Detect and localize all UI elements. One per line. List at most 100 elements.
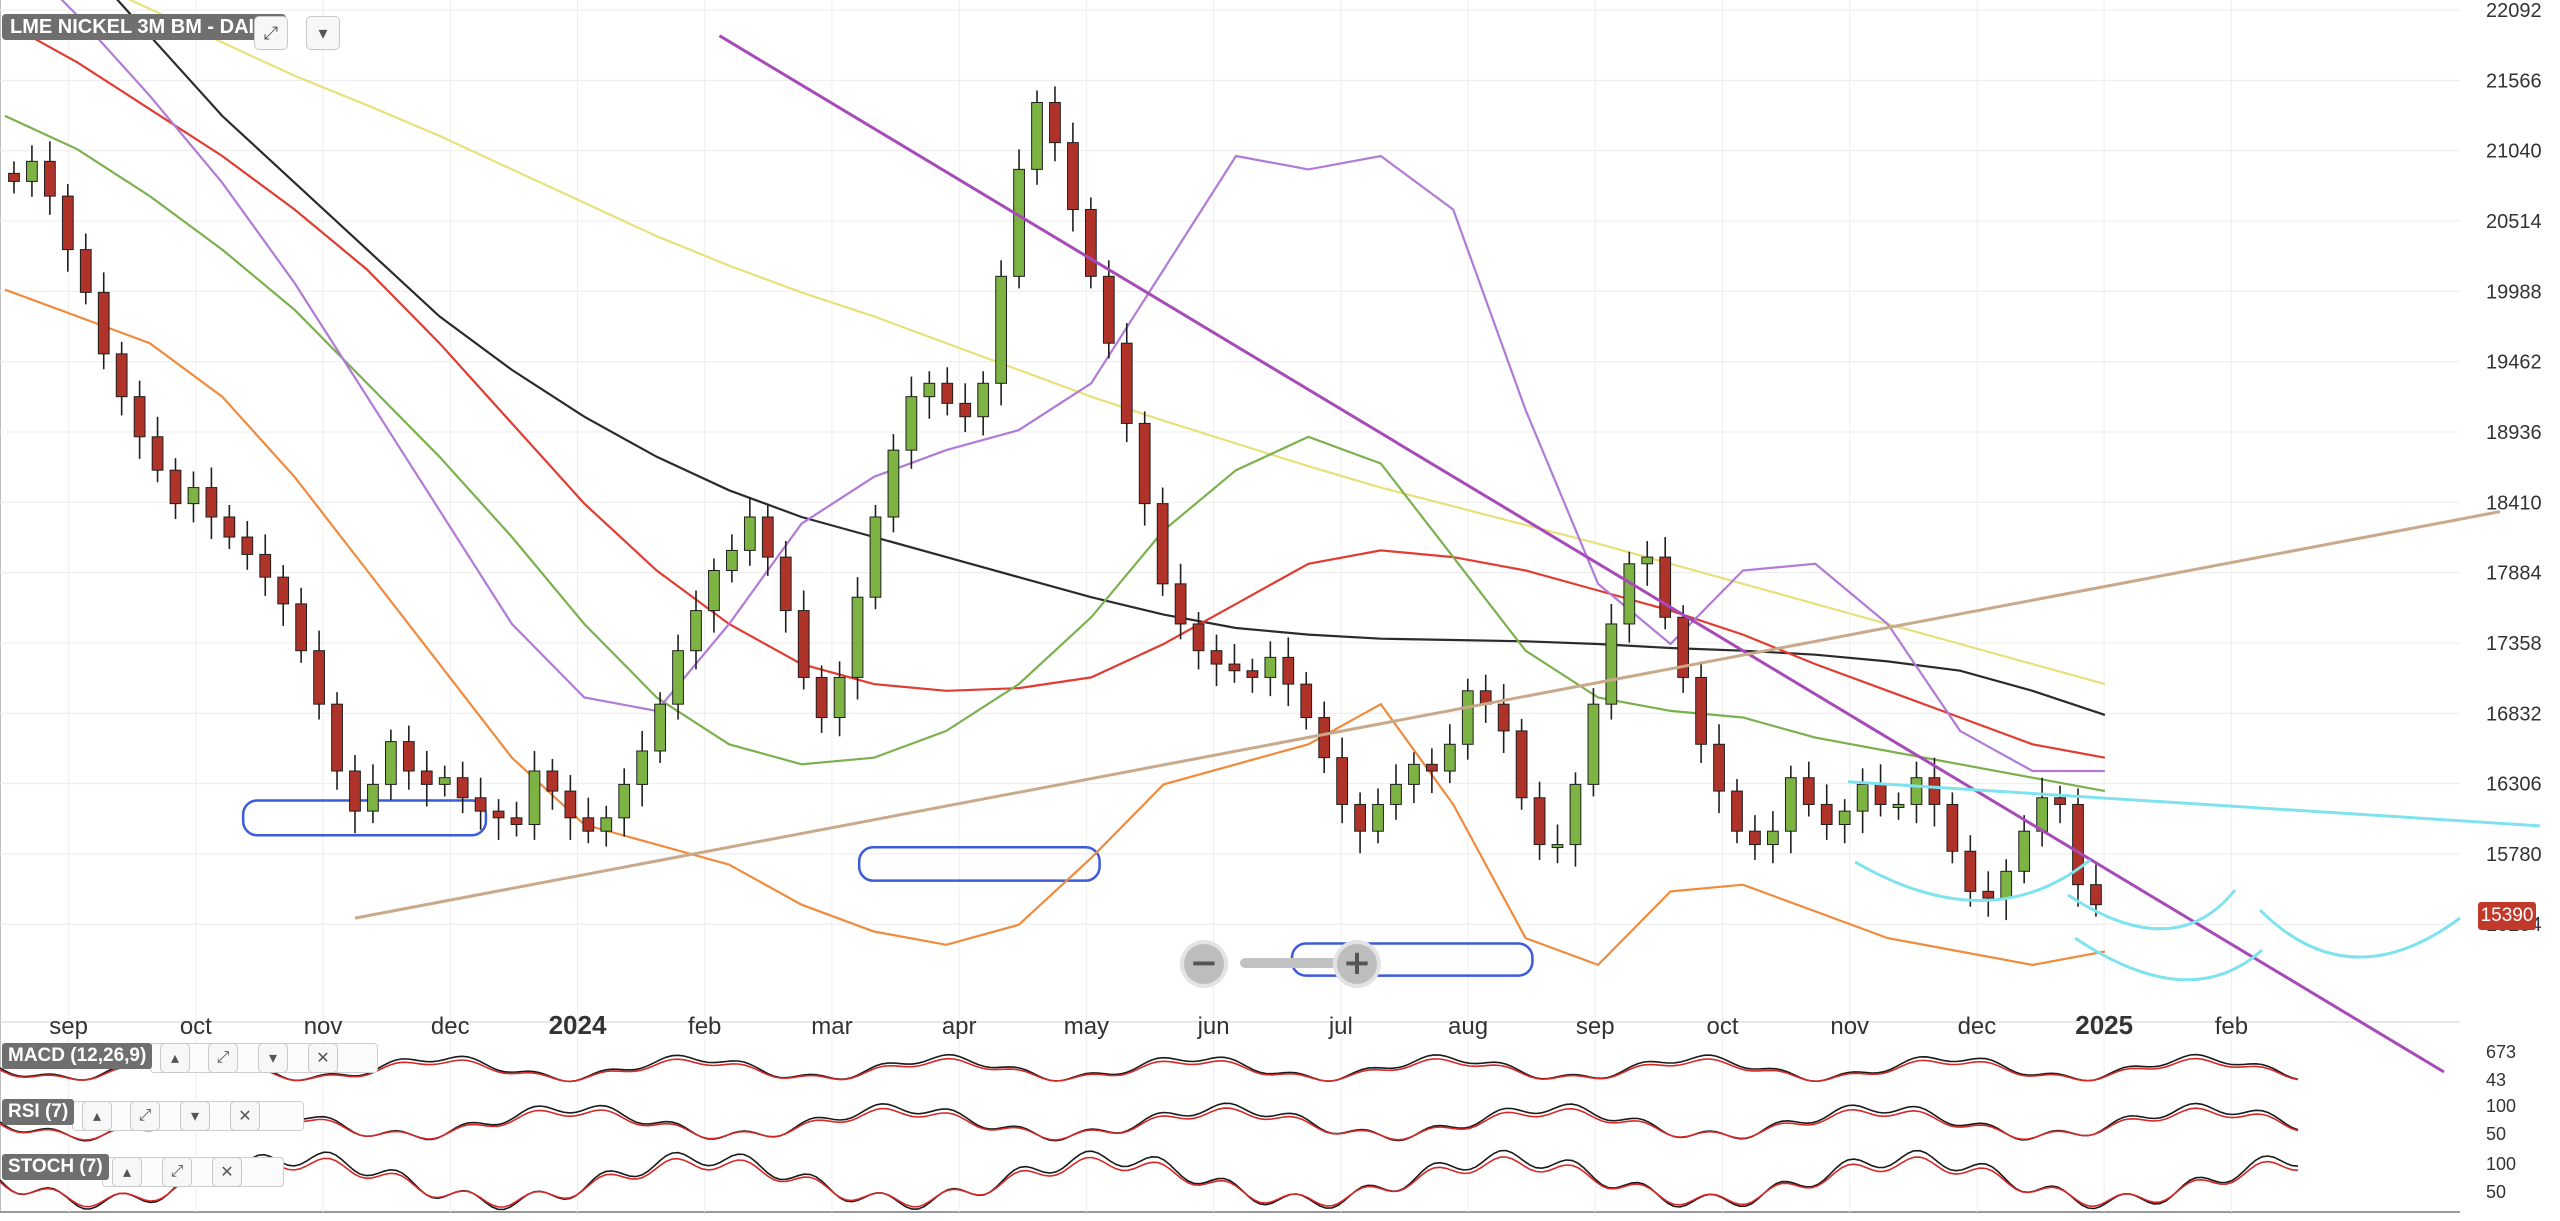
candle-body [797, 610, 810, 678]
candle-body [367, 783, 379, 812]
candle-body [1067, 142, 1079, 210]
candle-body [1246, 670, 1259, 678]
rounded-bottom-curve [2258, 908, 2461, 959]
x-tick-label: feb [688, 1013, 721, 1040]
candle-body [636, 750, 649, 785]
rounded-bottom-curve [2074, 936, 2264, 982]
candle-body [1623, 563, 1636, 625]
chart-title: LME NICKEL 3M BM - DAILY [2, 14, 286, 40]
candle-body [259, 553, 272, 578]
candle-body [510, 817, 523, 826]
stoch-label: STOCH (7) [2, 1154, 109, 1180]
support-zone [857, 845, 1101, 882]
candle-body [456, 777, 469, 799]
indicator-level: 50 [2486, 1124, 2506, 1144]
candle-body [1120, 342, 1133, 424]
candle-body [1031, 102, 1043, 170]
y-tick-label: 21040 [2486, 141, 2542, 163]
candle-body [1264, 656, 1277, 678]
expand-icon[interactable]: ⤢ [162, 1157, 192, 1187]
indicator-level: 100 [2486, 1096, 2516, 1116]
candle-body [1641, 556, 1654, 565]
candle-body [1731, 790, 1743, 832]
y-tick-label: 15780 [2486, 844, 2542, 866]
downtrend-line [718, 34, 2445, 1074]
x-tick-label: dec [431, 1013, 470, 1040]
last-price-tag: 15390 [2478, 902, 2536, 930]
y-tick-label: 17358 [2486, 633, 2542, 655]
candle-body [1156, 503, 1169, 585]
x-tick-label: 2025 [2075, 1010, 2133, 1040]
expand-icon[interactable]: ⤢ [208, 1043, 238, 1073]
candle-body [690, 610, 702, 652]
candle-body [1838, 810, 1851, 826]
candle-body [8, 172, 20, 182]
move-up-icon[interactable]: ▴ [112, 1157, 142, 1187]
candle-body [331, 703, 343, 772]
candles [8, 86, 2102, 921]
time-axis: sep oct nov dec 2024 feb mar apr may jun jul aug sep… [49, 1010, 2248, 1040]
candle-body [1049, 102, 1061, 144]
macd-label: MACD (12,26,9) [2, 1043, 153, 1069]
candle-body [402, 741, 415, 772]
candle-body [1856, 783, 1869, 812]
candle-body [1964, 850, 1977, 892]
moving-average-line [4, 114, 2106, 793]
zoom-slider[interactable] [1240, 958, 1368, 968]
arrow-down-icon[interactable]: ▾ [306, 16, 340, 50]
candle-body [654, 703, 666, 752]
candle-body [1587, 703, 1600, 785]
candle-body [1174, 583, 1187, 625]
candle-body [1569, 783, 1582, 846]
candle-body [851, 596, 864, 678]
candle-body [1425, 763, 1438, 772]
candle-body [151, 436, 164, 471]
close-icon[interactable]: ✕ [212, 1157, 242, 1187]
candle-body [1084, 208, 1097, 277]
candle-body [1013, 168, 1025, 277]
y-tick-label: 17884 [2486, 563, 2542, 585]
candle-body [241, 536, 254, 555]
y-tick-label: 19462 [2486, 352, 2542, 374]
candle-body [61, 195, 74, 251]
moving-average-line [60, 0, 2105, 773]
zoom-out-button[interactable]: − [1184, 944, 1224, 984]
candle-body [26, 160, 38, 182]
close-icon[interactable]: ✕ [230, 1101, 260, 1131]
x-tick-label: aug [1448, 1013, 1488, 1040]
candle-body [995, 275, 1008, 384]
candle-body [1784, 777, 1797, 832]
x-tick-label: 2024 [549, 1010, 607, 1040]
chart-grid [0, 0, 2460, 1213]
candle-body [1228, 663, 1241, 672]
candle-body [313, 650, 325, 705]
y-tick-label: 22092 [2486, 0, 2542, 22]
candle-body [959, 402, 972, 418]
move-up-icon[interactable]: ▴ [82, 1101, 112, 1131]
candle-body [977, 382, 990, 418]
candle-body [941, 382, 954, 404]
move-down-icon[interactable]: ▾ [180, 1101, 210, 1131]
candle-body [905, 396, 918, 451]
candle-body [115, 353, 128, 398]
candle-body [1874, 783, 1887, 805]
candle-body [2090, 884, 2102, 906]
candle-body [1515, 730, 1528, 799]
candle-body [1767, 830, 1779, 846]
expand-icon[interactable]: ⤢ [130, 1101, 160, 1131]
x-tick-label: dec [1958, 1013, 1997, 1040]
zoom-in-button[interactable]: + [1337, 944, 1377, 984]
y-tick-label: 21566 [2486, 70, 2542, 92]
candle-body [277, 576, 290, 605]
resistance-channel [1847, 780, 2541, 828]
candle-body [492, 810, 505, 819]
move-down-icon[interactable]: ▾ [258, 1043, 288, 1073]
move-up-icon[interactable]: ▴ [160, 1043, 190, 1073]
candle-body [869, 516, 882, 598]
uptrend-line [354, 510, 2501, 920]
indicator-signal-line [0, 1057, 2299, 1083]
candle-body [582, 817, 595, 832]
close-icon[interactable]: ✕ [308, 1043, 338, 1073]
expand-icon[interactable]: ⤢ [254, 16, 288, 50]
